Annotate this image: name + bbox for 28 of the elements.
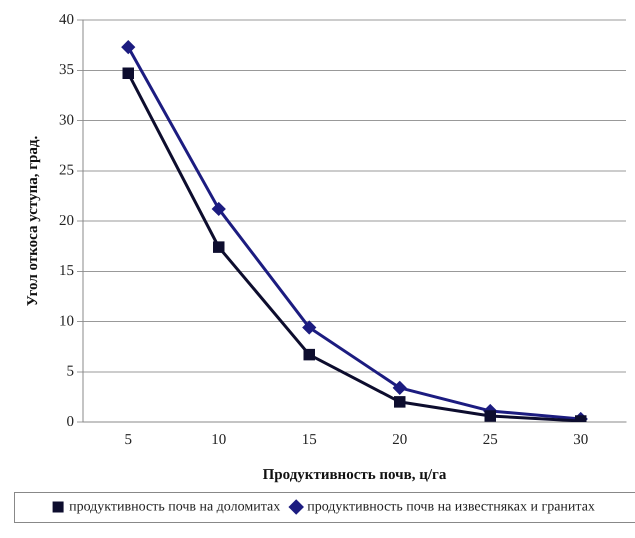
y-axis-title: Угол откоса уступа, град. xyxy=(24,136,41,306)
y-tick-label: 20 xyxy=(59,212,74,229)
y-tick-label: 15 xyxy=(59,263,74,280)
x-tick-label: 30 xyxy=(573,432,588,448)
x-tick-label: 10 xyxy=(211,432,226,448)
y-tick-label: 30 xyxy=(59,112,74,128)
point xyxy=(122,68,134,80)
y-tick-label: 35 xyxy=(59,62,74,78)
legend-label: продуктивность почв на доломитах xyxy=(69,500,280,515)
y-tick-label: 25 xyxy=(59,162,74,179)
x-tick-label: 25 xyxy=(482,432,498,448)
x-tick-label: 20 xyxy=(392,432,408,448)
legend-label: продуктивность почв на известняках и гранитах xyxy=(307,500,595,515)
point xyxy=(394,396,406,408)
x-axis-title: Продуктивность почв, ц/га xyxy=(262,466,447,483)
point xyxy=(213,241,224,253)
y-tick-label: 5 xyxy=(66,364,74,380)
point xyxy=(304,348,315,360)
y-tick-label: 40 xyxy=(59,12,74,28)
point xyxy=(212,202,226,216)
x-tick-label: 5 xyxy=(124,432,132,448)
point xyxy=(484,410,496,422)
point xyxy=(393,381,406,394)
y-tick-label: 10 xyxy=(59,313,74,330)
point xyxy=(122,40,135,54)
x-tick-label: 15 xyxy=(302,432,317,448)
y-tick-label: 0 xyxy=(66,414,74,430)
point xyxy=(302,321,316,334)
